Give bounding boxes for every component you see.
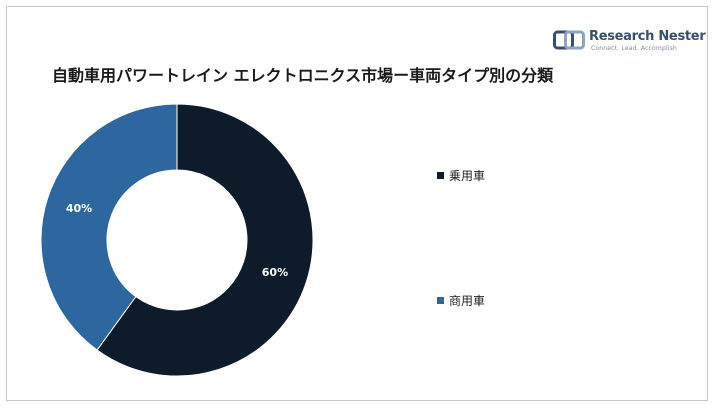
donut-slice-1 [96, 103, 314, 377]
research-nester-logo: Research Nester Connect. Lead. Accomplis… [553, 28, 706, 54]
legend-label-2: 商用車 [449, 293, 486, 308]
data-label-1: 60% [262, 266, 288, 279]
data-label-2: 40% [66, 202, 92, 215]
legend-swatch-1 [437, 171, 444, 179]
legend-item-2: 商用車 [437, 292, 485, 308]
legend-label-1: 乗用車 [449, 168, 486, 183]
legend-swatch-2 [437, 296, 444, 304]
legend-item-1: 乗用車 [437, 167, 485, 183]
logo-name: Research Nester [589, 29, 706, 44]
logo-tagline: Connect. Lead. Accomplish [591, 45, 678, 52]
donut-slice-2 [40, 103, 178, 351]
logo-mark-icon [553, 30, 585, 50]
chart-title: 自動車用パワートレイン エレクトロニクス市場ー車両タイプ別の分類 [52, 66, 554, 85]
